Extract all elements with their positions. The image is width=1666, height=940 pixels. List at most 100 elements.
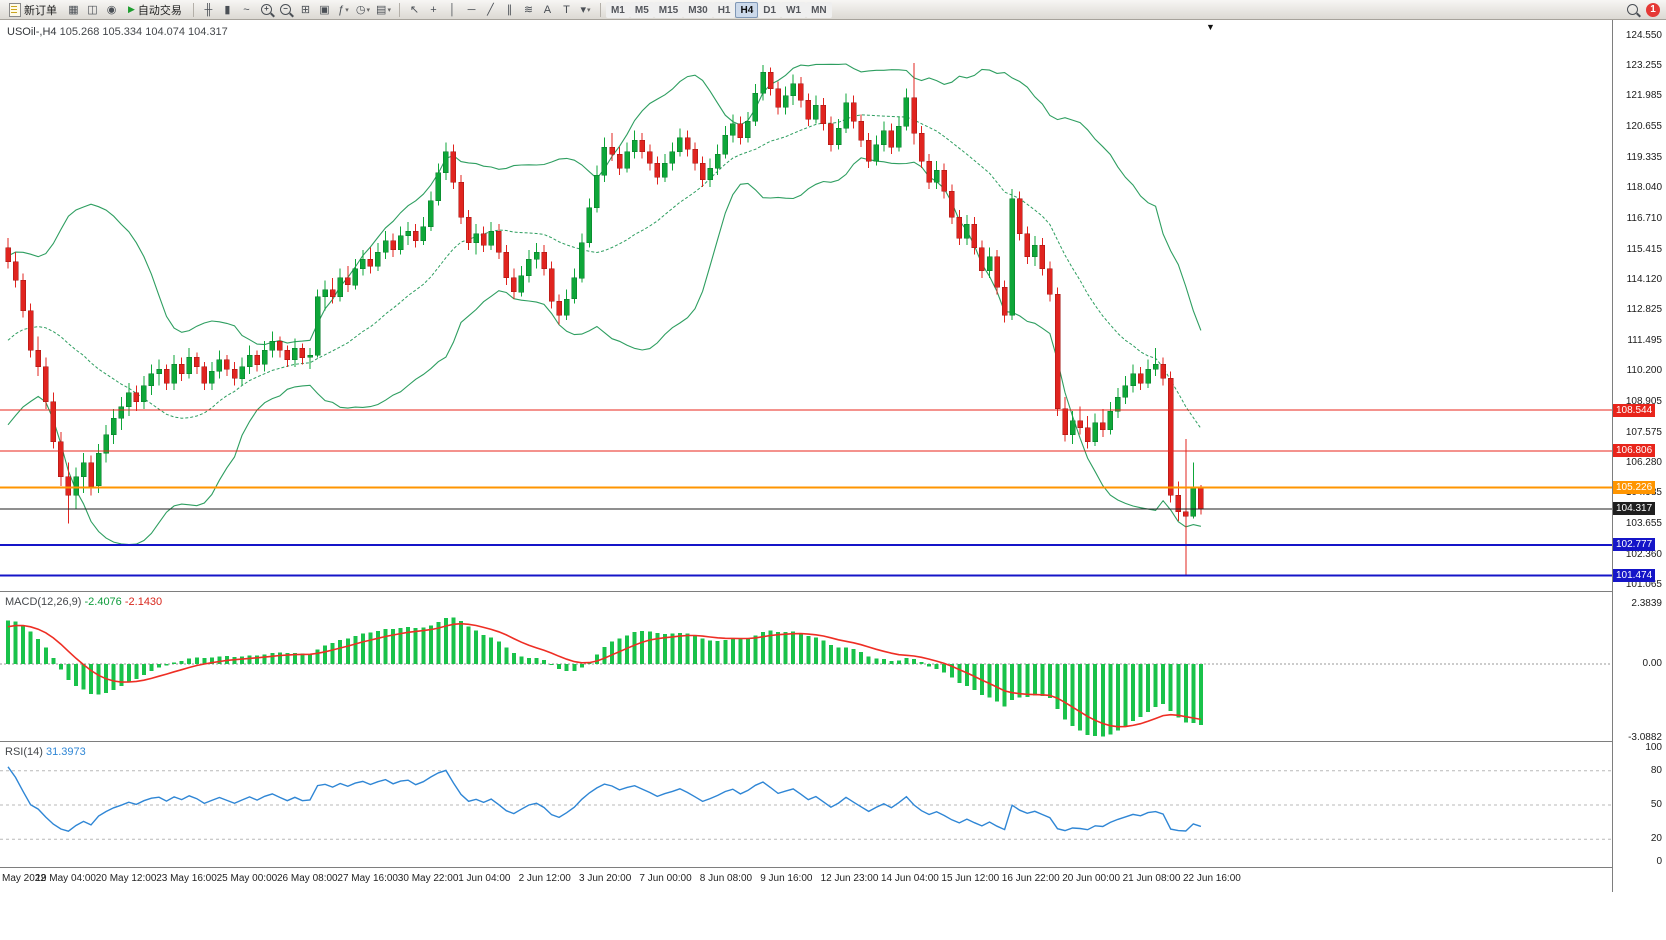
candle-body: [835, 128, 842, 145]
timeframe-button-d1[interactable]: D1: [758, 1, 782, 18]
label-button[interactable]: T: [557, 1, 576, 19]
timeframe-button-m1[interactable]: M1: [605, 1, 630, 18]
candle-body: [813, 104, 819, 120]
dropdown-arrow-icon: ▾: [366, 6, 371, 14]
timeframe-button-mn[interactable]: MN: [806, 1, 832, 18]
new-order-label: 新订单: [24, 4, 57, 17]
cursor-button[interactable]: ↖: [405, 1, 424, 19]
arrows-button[interactable]: ▾ ▾: [576, 1, 595, 19]
candle-body: [450, 151, 457, 183]
templates-button[interactable]: ▤ ▾: [373, 1, 394, 19]
bar-chart-button[interactable]: ╫: [199, 1, 218, 19]
indicators-button[interactable]: ƒ ▾: [334, 1, 353, 19]
chart-shift-marker-icon[interactable]: ▼: [1206, 22, 1215, 32]
macd-histogram-bar: [964, 664, 969, 687]
timeframe-button-h1[interactable]: H1: [712, 1, 736, 18]
macd-histogram-bar: [126, 664, 131, 682]
macd-histogram-bar: [194, 657, 199, 664]
horizontal-line-button[interactable]: ─: [462, 1, 481, 19]
macd-histogram-bar: [768, 630, 773, 664]
search-button[interactable]: [1623, 1, 1642, 19]
chart-symbol-period: USOil-,H4: [7, 26, 57, 38]
candle-body: [5, 247, 11, 262]
macd-histogram-bar: [36, 638, 41, 664]
macd-histogram-bar: [489, 637, 494, 664]
macd-histogram-bar: [564, 664, 569, 672]
new-chart-button[interactable]: ▣: [315, 1, 334, 19]
candlestick-chart-button[interactable]: ▮: [218, 1, 237, 19]
macd-histogram-bar: [1108, 664, 1113, 735]
line-chart-button[interactable]: ~: [237, 1, 256, 19]
macd-histogram-bar: [798, 633, 803, 664]
text-button[interactable]: A: [538, 1, 557, 19]
macd-histogram-bar: [693, 635, 697, 664]
macd-histogram-bar: [828, 645, 833, 664]
market-watch-button[interactable]: ◫: [83, 1, 102, 19]
price-tick-label: 101.065: [1625, 578, 1662, 590]
macd-histogram-bar: [640, 630, 645, 664]
auto-trading-button[interactable]: ▶ 自动交易: [122, 1, 188, 19]
candle-body: [820, 104, 827, 124]
main-chart-panel[interactable]: USOil-,H4 105.268 105.334 104.074 104.31…: [0, 20, 1612, 591]
candle-body: [873, 144, 880, 162]
candle-body: [322, 289, 328, 297]
alerts-button[interactable]: ◉: [102, 1, 121, 19]
timeframe-button-m15[interactable]: M15: [653, 1, 684, 18]
macd-histogram-bar: [51, 658, 56, 664]
macd-histogram-bar: [995, 664, 999, 702]
rsi-panel[interactable]: RSI(14) 31.3973: [0, 742, 1612, 867]
trendline-button[interactable]: ╱: [481, 1, 500, 19]
periods-button[interactable]: ◷ ▾: [353, 1, 373, 19]
macd-histogram-bar: [874, 658, 879, 664]
search-icon: [1627, 4, 1638, 15]
candle-body: [1047, 268, 1053, 295]
macd-histogram-bar: [277, 652, 282, 664]
candle-body: [979, 247, 985, 272]
time-axis-label: 23 May 16:00: [156, 873, 217, 884]
new-order-button[interactable]: 新订单: [3, 1, 63, 19]
timeframe-button-w1[interactable]: W1: [781, 1, 807, 18]
rsi-axis-label: 0: [1656, 856, 1662, 867]
candle-body: [103, 434, 109, 454]
timeframe-button-m30[interactable]: M30: [683, 1, 713, 18]
candle-body: [865, 139, 872, 162]
macd-signal-value: -2.1430: [124, 596, 163, 608]
candle-body: [246, 354, 253, 368]
macd-histogram-bar: [1161, 664, 1166, 704]
macd-histogram-bar: [685, 633, 690, 664]
candle-body: [35, 350, 41, 368]
candle-body: [511, 277, 517, 293]
fibonacci-button[interactable]: ≋: [519, 1, 538, 19]
macd-histogram-bar: [579, 664, 584, 668]
macd-histogram-bar: [949, 664, 954, 678]
time-axis-label: 9 Jun 16:00: [760, 873, 813, 884]
notification-badge[interactable]: 1: [1646, 2, 1660, 17]
macd-histogram-bar: [753, 635, 758, 664]
charts-button[interactable]: ▦: [64, 1, 83, 19]
zoom-in-button[interactable]: +: [257, 1, 276, 19]
macd-histogram-bar: [549, 664, 554, 665]
tile-windows-button[interactable]: ⊞: [296, 1, 315, 19]
macd-histogram-bar: [715, 641, 720, 664]
macd-histogram-bar: [1063, 664, 1067, 720]
timeframe-button-h4[interactable]: H4: [735, 1, 759, 18]
time-axis-label: 30 May 22:00: [397, 873, 459, 884]
crosshair-button[interactable]: +: [424, 1, 443, 19]
timeframe-button-m5[interactable]: M5: [629, 1, 654, 18]
panel-separator[interactable]: [0, 741, 1666, 742]
channel-button[interactable]: ∥: [500, 1, 519, 19]
candle-body: [458, 181, 464, 218]
macd-histogram-bar: [255, 655, 260, 664]
macd-histogram-bar: [474, 630, 479, 664]
time-axis-label: 21 Jun 08:00: [1122, 873, 1181, 884]
time-axis[interactable]: May 2022 19 May 04:00 20 May 12:00 23 May 1…: [0, 868, 1612, 892]
macd-histogram-bar: [896, 660, 901, 664]
vertical-line-button[interactable]: │: [443, 1, 462, 19]
macd-panel[interactable]: MACD(12,26,9) -2.4076 -2.1430: [0, 592, 1612, 741]
time-axis-label: 20 Jun 00:00: [1062, 873, 1121, 884]
zoom-out-button[interactable]: −: [276, 1, 295, 19]
panel-separator[interactable]: [0, 591, 1666, 592]
candle-body: [594, 174, 600, 209]
macd-histogram-bar: [557, 664, 562, 669]
price-axis[interactable]: 108.544 106.806 105.226 104.317 102.777 101.4…: [1612, 20, 1666, 892]
